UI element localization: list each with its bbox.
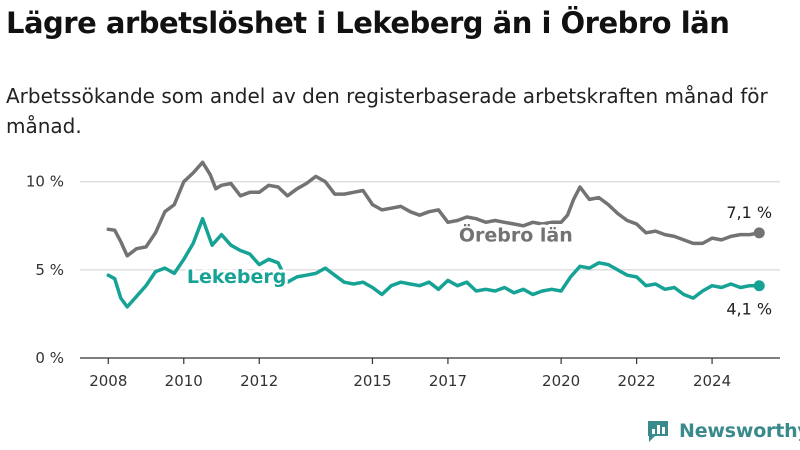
- x-tick-label: 2024: [693, 372, 731, 390]
- x-tick-label: 2020: [542, 372, 580, 390]
- series-end-point: [753, 227, 765, 239]
- end-value-label: 4,1 %: [726, 300, 772, 319]
- series-end-point: [753, 280, 765, 292]
- x-tick-label: 2015: [353, 372, 391, 390]
- x-tick-label: 2010: [165, 372, 203, 390]
- y-tick-label: 10 %: [26, 173, 64, 191]
- brand-logo: Newsworthy: [645, 418, 800, 444]
- y-tick-label: 5 %: [35, 261, 64, 279]
- brand-name: Newsworthy: [679, 420, 800, 442]
- x-tick-label: 2017: [429, 372, 467, 390]
- series-line: [106, 216, 761, 309]
- series-line: [106, 160, 761, 258]
- x-tick-label: 2022: [618, 372, 656, 390]
- y-tick-label: 0 %: [35, 349, 64, 367]
- bar-chart-logo-icon: [648, 421, 668, 442]
- x-tick-label: 2012: [240, 372, 278, 390]
- end-value-label: 7,1 %: [726, 203, 772, 222]
- series-label: Örebro län: [459, 223, 573, 247]
- chart-subtitle: Arbetssökande som andel av den registerb…: [6, 84, 768, 138]
- series-label: Lekeberg: [187, 266, 286, 288]
- x-tick-label: 2008: [89, 372, 127, 390]
- chart-title: Lägre arbetslöshet i Lekeberg än i Örebr…: [6, 6, 730, 40]
